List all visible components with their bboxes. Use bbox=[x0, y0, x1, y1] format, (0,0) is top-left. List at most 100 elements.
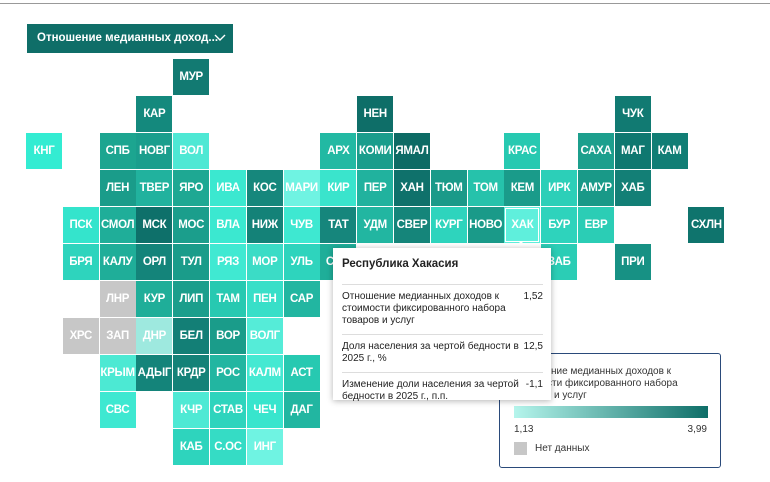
region-tile[interactable]: ОРЛ bbox=[136, 244, 173, 280]
region-tile[interactable]: ХАК bbox=[504, 207, 541, 243]
region-tile[interactable]: АДЫГ bbox=[136, 355, 173, 391]
region-tile[interactable]: ЕВР bbox=[578, 207, 614, 243]
legend-min: 1,13 bbox=[514, 424, 534, 435]
legend-gradient bbox=[514, 406, 708, 418]
tooltip-row-value: 1,52 bbox=[523, 291, 543, 302]
region-tile[interactable]: ХРС bbox=[62, 318, 99, 354]
tooltip-row: Изменение доли населения за чертой бедно… bbox=[342, 372, 543, 410]
region-tile[interactable]: ВЛА bbox=[210, 207, 246, 243]
tooltip-row-label: Изменение доли населения за чертой бедно… bbox=[342, 379, 519, 402]
region-tile[interactable]: СПБ bbox=[99, 133, 136, 169]
region-tile[interactable]: ПСК bbox=[62, 207, 99, 243]
region-tile[interactable]: ХАН bbox=[394, 170, 430, 206]
chevron bbox=[214, 34, 226, 41]
region-tile[interactable]: ВОР bbox=[210, 318, 246, 354]
dropdown[interactable]: Отношение медианных доход... bbox=[27, 24, 233, 53]
tooltip-row: Доля населения за чертой бедности в 2025… bbox=[342, 334, 543, 372]
region-tile[interactable]: ПЕН bbox=[246, 281, 283, 317]
region-tile[interactable]: СВС bbox=[99, 392, 136, 428]
region-tile[interactable]: РОС bbox=[210, 355, 246, 391]
region-tile[interactable]: АСТ bbox=[283, 355, 320, 391]
region-tile[interactable]: СМОЛ bbox=[99, 207, 136, 243]
dropdown-label: Отношение медианных доход... bbox=[37, 32, 219, 44]
region-tile[interactable]: ТВЕР bbox=[136, 170, 173, 206]
tooltip: Республика Хакасия Отношение медианных д… bbox=[333, 248, 551, 402]
region-tile[interactable]: КРАС bbox=[504, 133, 541, 169]
region-tile[interactable]: КАР bbox=[136, 96, 173, 132]
region-tile[interactable]: КАЛМ bbox=[246, 355, 283, 391]
region-tile[interactable]: МОР bbox=[246, 244, 283, 280]
region-tile[interactable]: ЧЕЧ bbox=[246, 392, 283, 428]
region-tile[interactable]: ПЕР bbox=[357, 170, 394, 206]
region-tile[interactable]: ВОЛГ bbox=[246, 318, 283, 354]
region-tile[interactable]: САР bbox=[283, 281, 320, 317]
legend-max: 3,99 bbox=[687, 424, 707, 435]
region-tile[interactable]: КЕМ bbox=[504, 170, 541, 206]
region-tile[interactable]: НОВГ bbox=[136, 133, 173, 169]
region-tile[interactable]: МАГ bbox=[614, 133, 651, 169]
region-tile[interactable]: МСК bbox=[136, 207, 173, 243]
no-data-label: Нет данных bbox=[535, 443, 590, 454]
region-tile[interactable]: КАБ bbox=[173, 429, 210, 465]
region-tile[interactable]: КУРГ bbox=[430, 207, 467, 243]
region-tile[interactable]: НИЖ bbox=[246, 207, 283, 243]
region-tile[interactable]: КИР bbox=[320, 170, 357, 206]
region-tile[interactable]: ТОМ bbox=[467, 170, 504, 206]
region-tile[interactable]: ТУЛ bbox=[173, 244, 210, 280]
region-tile[interactable]: ЛНР bbox=[99, 281, 136, 317]
region-tile[interactable]: КАЛУ bbox=[99, 244, 136, 280]
region-tile[interactable]: ЛЕН bbox=[99, 170, 136, 206]
region-tile[interactable]: ИРК bbox=[541, 170, 578, 206]
region-tile[interactable]: ЗАП bbox=[99, 318, 136, 354]
region-tile[interactable]: ДАГ bbox=[283, 392, 320, 428]
region-tile[interactable]: ЧУК bbox=[614, 96, 651, 132]
region-tile[interactable]: НОВО bbox=[467, 207, 504, 243]
region-tile[interactable]: КАМ bbox=[651, 133, 688, 169]
region-tile[interactable]: КРЫМ bbox=[99, 355, 136, 391]
region-tile[interactable]: ДНР bbox=[136, 318, 173, 354]
region-tile[interactable]: МАРИ bbox=[283, 170, 320, 206]
region-tile[interactable]: КРДР bbox=[173, 355, 210, 391]
region-tile[interactable]: РЯЗ bbox=[210, 244, 246, 280]
region-tile[interactable]: ТЮМ bbox=[430, 170, 467, 206]
region-tile[interactable]: УЛЬ bbox=[283, 244, 320, 280]
region-tile[interactable]: ЧУВ bbox=[283, 207, 320, 243]
region-tile[interactable]: АМУР bbox=[578, 170, 614, 206]
region-tile[interactable]: МОС bbox=[173, 207, 210, 243]
region-tile[interactable]: ЯМАЛ bbox=[394, 133, 430, 169]
region-tile[interactable]: БЕЛ bbox=[173, 318, 210, 354]
region-tile[interactable]: ВОЛ bbox=[173, 133, 210, 169]
region-tile[interactable]: КОМИ bbox=[357, 133, 394, 169]
no-data-swatch bbox=[514, 442, 527, 455]
tooltip-row-value: -1,1 bbox=[525, 379, 543, 390]
tooltip-row: Отношение медианных доходов к стоимости … bbox=[342, 284, 543, 334]
region-tile[interactable]: УДМ bbox=[357, 207, 394, 243]
region-tile[interactable]: КЧР bbox=[173, 392, 210, 428]
region-tile[interactable]: ИВА bbox=[210, 170, 246, 206]
region-tile[interactable]: ИНГ bbox=[246, 429, 283, 465]
region-tile[interactable]: ХАБ bbox=[614, 170, 651, 206]
region-tile[interactable]: КОС bbox=[246, 170, 283, 206]
region-tile[interactable]: МУР bbox=[173, 59, 210, 95]
region-tile[interactable]: КУР bbox=[136, 281, 173, 317]
tooltip-pointer bbox=[513, 241, 529, 249]
tooltip-row-label: Доля населения за чертой бедности в 2025… bbox=[342, 341, 519, 364]
region-tile[interactable]: БРЯ bbox=[62, 244, 99, 280]
top-border bbox=[0, 3, 770, 4]
region-tile[interactable]: СХЛН bbox=[688, 207, 725, 243]
region-tile[interactable]: САХА bbox=[578, 133, 614, 169]
region-tile[interactable]: ЯРО bbox=[173, 170, 210, 206]
region-tile[interactable]: СТАВ bbox=[210, 392, 246, 428]
region-tile[interactable]: АРХ bbox=[320, 133, 357, 169]
region-tile[interactable]: ПРИ bbox=[614, 244, 651, 280]
region-tile[interactable]: КНГ bbox=[26, 133, 62, 169]
region-tile[interactable]: БУР bbox=[541, 207, 578, 243]
region-tile[interactable]: СВЕР bbox=[394, 207, 430, 243]
tooltip-row-value: 12,5 bbox=[523, 341, 543, 352]
region-tile[interactable]: С.ОС bbox=[210, 429, 246, 465]
region-tile[interactable]: НЕН bbox=[357, 96, 394, 132]
region-tile[interactable]: ЛИП bbox=[173, 281, 210, 317]
region-tile[interactable]: ТАМ bbox=[210, 281, 246, 317]
region-tile[interactable]: ТАТ bbox=[320, 207, 357, 243]
